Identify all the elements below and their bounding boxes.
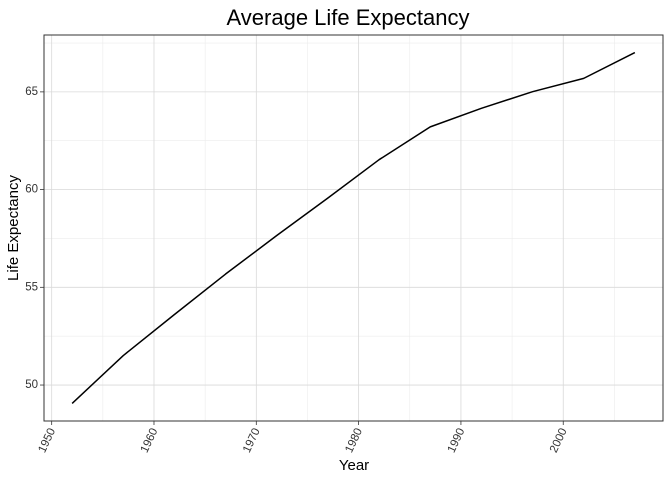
y-axis-label: Life Expectancy: [5, 175, 22, 281]
grid-lines: [44, 35, 663, 421]
panel-border: [43, 34, 664, 422]
y-tick-label: 50: [25, 379, 38, 391]
y-tick-label: 60: [25, 184, 38, 196]
y-tick-label: 55: [25, 281, 38, 293]
y-axis-ticks: 50 55 60 65: [25, 86, 44, 391]
x-axis-label: Year: [339, 457, 369, 474]
chart-title: Average Life Expectancy: [227, 5, 470, 30]
series-layer: [71, 51, 636, 404]
series-line: [71, 51, 636, 404]
y-tick-label: 65: [25, 86, 38, 98]
